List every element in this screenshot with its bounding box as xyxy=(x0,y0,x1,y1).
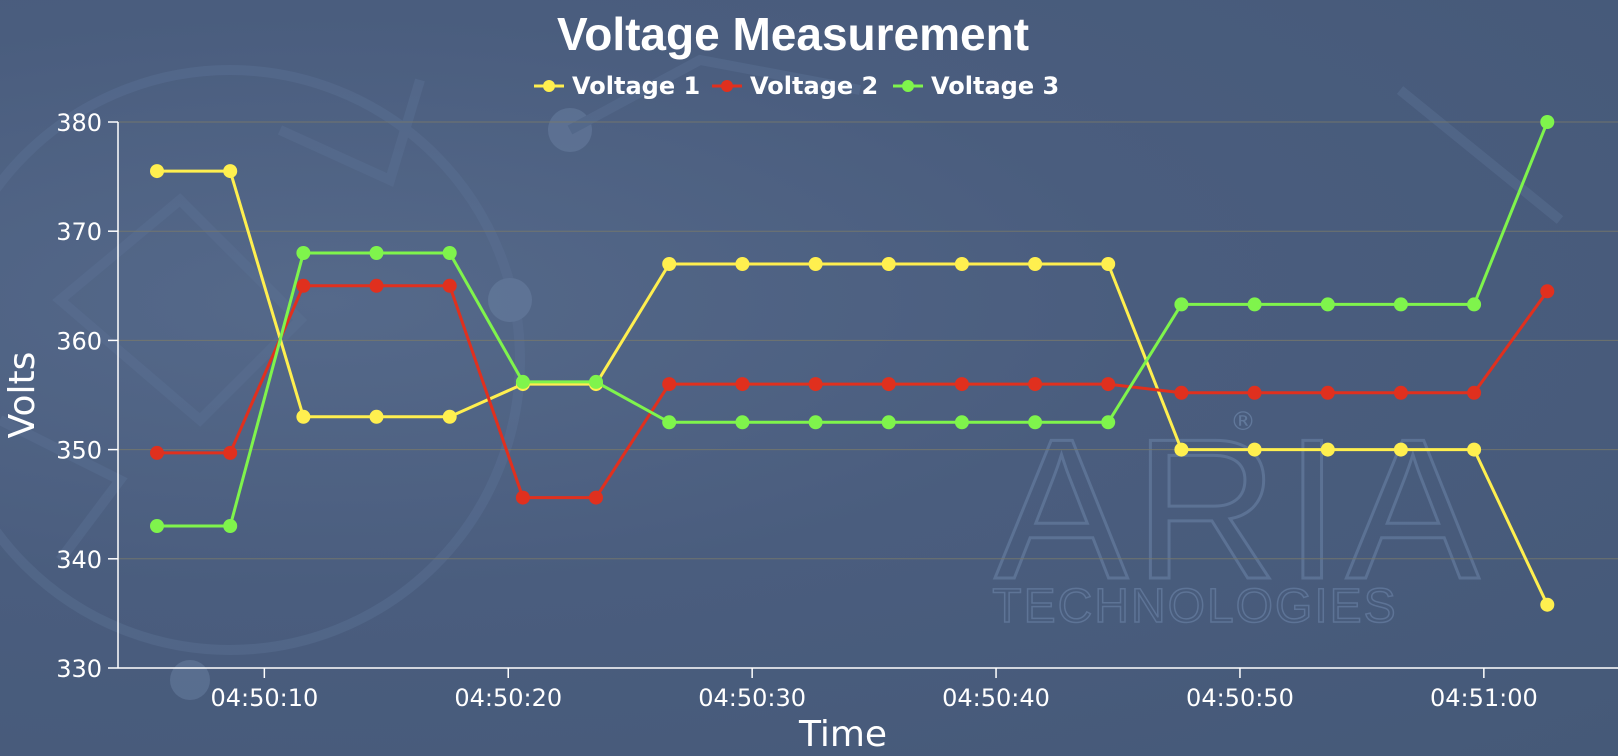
legend-marker-voltage-3 xyxy=(902,80,914,92)
y-tick-label-360: 360 xyxy=(56,327,102,355)
point-voltage-1-12[interactable] xyxy=(1028,257,1042,271)
point-voltage-2-4[interactable] xyxy=(443,279,457,293)
point-voltage-3-13[interactable] xyxy=(1101,415,1115,429)
point-voltage-1-11[interactable] xyxy=(955,257,969,271)
point-voltage-2-3[interactable] xyxy=(370,279,384,293)
point-voltage-2-0[interactable] xyxy=(150,446,164,460)
point-voltage-2-1[interactable] xyxy=(223,446,237,460)
point-voltage-2-5[interactable] xyxy=(516,491,530,505)
point-voltage-3-2[interactable] xyxy=(296,246,310,260)
point-voltage-3-12[interactable] xyxy=(1028,415,1042,429)
y-tick-label-370: 370 xyxy=(56,218,102,246)
point-voltage-3-7[interactable] xyxy=(662,415,676,429)
point-voltage-1-8[interactable] xyxy=(735,257,749,271)
point-voltage-3-0[interactable] xyxy=(150,519,164,533)
legend-label-voltage-2: Voltage 2 xyxy=(750,72,878,100)
point-voltage-3-19[interactable] xyxy=(1540,115,1554,129)
point-voltage-1-3[interactable] xyxy=(370,410,384,424)
aria-watermark: ARIA TECHNOLOGIES ® xyxy=(992,398,1485,633)
legend-item-voltage-1[interactable]: Voltage 1 xyxy=(534,72,700,100)
point-voltage-3-15[interactable] xyxy=(1248,297,1262,311)
point-voltage-2-14[interactable] xyxy=(1174,386,1188,400)
point-voltage-2-15[interactable] xyxy=(1248,386,1262,400)
point-voltage-2-18[interactable] xyxy=(1467,386,1481,400)
point-voltage-2-12[interactable] xyxy=(1028,377,1042,391)
watermark-subtitle: TECHNOLOGIES xyxy=(992,580,1397,633)
x-tick-label-04:50:20: 04:50:20 xyxy=(454,684,562,712)
point-voltage-3-1[interactable] xyxy=(223,519,237,533)
point-voltage-2-10[interactable] xyxy=(882,377,896,391)
chart-title: Voltage Measurement xyxy=(557,8,1029,60)
legend-item-voltage-2[interactable]: Voltage 2 xyxy=(712,72,878,100)
point-voltage-3-10[interactable] xyxy=(882,415,896,429)
point-voltage-2-6[interactable] xyxy=(589,491,603,505)
point-voltage-1-4[interactable] xyxy=(443,410,457,424)
y-tick-label-350: 350 xyxy=(56,437,102,465)
point-voltage-2-13[interactable] xyxy=(1101,377,1115,391)
point-voltage-1-1[interactable] xyxy=(223,164,237,178)
point-voltage-3-5[interactable] xyxy=(516,375,530,389)
point-voltage-3-11[interactable] xyxy=(955,415,969,429)
point-voltage-3-14[interactable] xyxy=(1174,297,1188,311)
point-voltage-2-2[interactable] xyxy=(296,279,310,293)
y-tick-label-330: 330 xyxy=(56,655,102,683)
point-voltage-1-0[interactable] xyxy=(150,164,164,178)
point-voltage-1-9[interactable] xyxy=(809,257,823,271)
point-voltage-1-19[interactable] xyxy=(1540,598,1554,612)
x-tick-label-04:50:10: 04:50:10 xyxy=(210,684,318,712)
point-voltage-2-9[interactable] xyxy=(809,377,823,391)
point-voltage-2-19[interactable] xyxy=(1540,284,1554,298)
legend-marker-voltage-2 xyxy=(721,80,733,92)
point-voltage-1-10[interactable] xyxy=(882,257,896,271)
x-tick-label-04:50:30: 04:50:30 xyxy=(698,684,806,712)
point-voltage-3-4[interactable] xyxy=(443,246,457,260)
point-voltage-1-2[interactable] xyxy=(296,410,310,424)
point-voltage-3-8[interactable] xyxy=(735,415,749,429)
point-voltage-3-16[interactable] xyxy=(1321,297,1335,311)
point-voltage-2-16[interactable] xyxy=(1321,386,1335,400)
point-voltage-2-8[interactable] xyxy=(735,377,749,391)
legend-item-voltage-3[interactable]: Voltage 3 xyxy=(893,72,1059,100)
legend-label-voltage-1: Voltage 1 xyxy=(572,72,700,100)
point-voltage-1-17[interactable] xyxy=(1394,443,1408,457)
y-axis-title: Volts xyxy=(2,352,43,439)
y-tick-label-340: 340 xyxy=(56,546,102,574)
point-voltage-2-7[interactable] xyxy=(662,377,676,391)
point-voltage-3-9[interactable] xyxy=(809,415,823,429)
point-voltage-3-17[interactable] xyxy=(1394,297,1408,311)
x-tick-label-04:50:50: 04:50:50 xyxy=(1186,684,1294,712)
point-voltage-3-18[interactable] xyxy=(1467,297,1481,311)
x-tick-label-04:50:40: 04:50:40 xyxy=(942,684,1050,712)
point-voltage-3-6[interactable] xyxy=(589,375,603,389)
x-tick-label-04:51:00: 04:51:00 xyxy=(1430,684,1538,712)
watermark-registered-mark: ® xyxy=(1230,407,1256,437)
point-voltage-1-18[interactable] xyxy=(1467,443,1481,457)
legend-label-voltage-3: Voltage 3 xyxy=(931,72,1059,100)
legend-marker-voltage-1 xyxy=(543,80,555,92)
point-voltage-1-16[interactable] xyxy=(1321,443,1335,457)
point-voltage-3-3[interactable] xyxy=(370,246,384,260)
point-voltage-2-11[interactable] xyxy=(955,377,969,391)
y-tick-label-380: 380 xyxy=(56,109,102,137)
x-axis-title: Time xyxy=(798,714,887,755)
point-voltage-2-17[interactable] xyxy=(1394,386,1408,400)
point-voltage-1-15[interactable] xyxy=(1248,443,1262,457)
point-voltage-1-13[interactable] xyxy=(1101,257,1115,271)
legend[interactable]: Voltage 1 Voltage 2 Voltage 3 xyxy=(534,72,1059,100)
point-voltage-1-14[interactable] xyxy=(1174,443,1188,457)
point-voltage-1-7[interactable] xyxy=(662,257,676,271)
